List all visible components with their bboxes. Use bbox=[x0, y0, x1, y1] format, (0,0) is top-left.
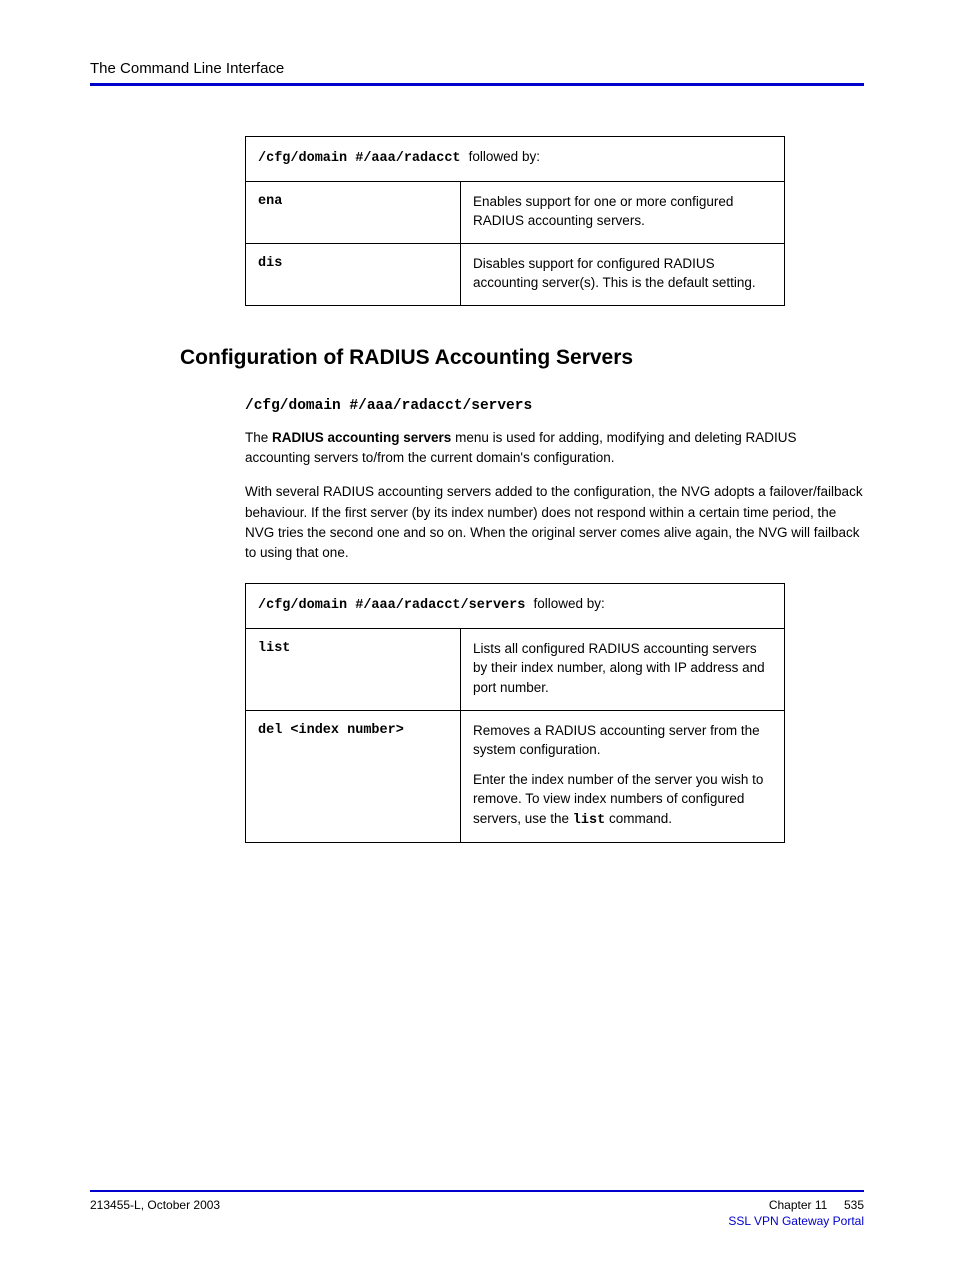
table2-header: /cfg/domain #/aaa/radacct/servers follow… bbox=[246, 584, 785, 629]
cmd-cell: ena bbox=[246, 181, 461, 243]
divider-bottom bbox=[90, 1190, 864, 1192]
main-content: /cfg/domain #/aaa/radacct followed by: e… bbox=[90, 136, 864, 843]
table-row: ena Enables support for one or more conf… bbox=[246, 181, 785, 243]
footer-link[interactable]: SSL VPN Gateway Portal bbox=[728, 1214, 864, 1228]
page-footer: 213455-L, October 2003 Chapter 11 535 SS… bbox=[90, 1190, 864, 1228]
list-inline: list bbox=[573, 813, 605, 828]
footer-right: Chapter 11 535 bbox=[769, 1198, 864, 1212]
table-row: del <index number> Removes a RADIUS acco… bbox=[246, 710, 785, 843]
cmd-cell: list bbox=[246, 628, 461, 710]
cmd-cell: dis bbox=[246, 243, 461, 305]
table2-header-suffix: followed by: bbox=[533, 596, 604, 611]
para1-b: RADIUS accounting servers bbox=[272, 430, 451, 445]
cmd-cell: del <index number> bbox=[246, 710, 461, 843]
table1-header-suffix: followed by: bbox=[469, 149, 540, 164]
para1-a: The bbox=[245, 430, 272, 445]
footer-pageno: 535 bbox=[844, 1198, 864, 1212]
desc-cell: Removes a RADIUS accounting server from … bbox=[461, 710, 785, 843]
table-radacct: /cfg/domain #/aaa/radacct followed by: e… bbox=[245, 136, 785, 306]
divider-top bbox=[90, 83, 864, 86]
desc-cell: Enables support for one or more configur… bbox=[461, 181, 785, 243]
table-row: list Lists all configured RADIUS account… bbox=[246, 628, 785, 710]
table1-header-path: /cfg/domain #/aaa/radacct bbox=[258, 151, 461, 166]
section-para2: With several RADIUS accounting servers a… bbox=[245, 482, 864, 563]
desc-cell: Disables support for configured RADIUS a… bbox=[461, 243, 785, 305]
desc-para-1: Removes a RADIUS accounting server from … bbox=[473, 721, 772, 760]
section-heading: Configuration of RADIUS Accounting Serve… bbox=[180, 346, 864, 370]
table1-header: /cfg/domain #/aaa/radacct followed by: bbox=[246, 137, 785, 182]
desc-cell: Lists all configured RADIUS accounting s… bbox=[461, 628, 785, 710]
footer-left: 213455-L, October 2003 bbox=[90, 1198, 220, 1212]
section-cmd-path: /cfg/domain #/aaa/radacct/servers bbox=[245, 398, 864, 414]
table-servers: /cfg/domain #/aaa/radacct/servers follow… bbox=[245, 583, 785, 843]
running-head: The Command Line Interface bbox=[90, 60, 864, 77]
footer-chapter: Chapter 11 bbox=[769, 1198, 827, 1212]
table-row: dis Disables support for configured RADI… bbox=[246, 243, 785, 305]
section-para1: The RADIUS accounting servers menu is us… bbox=[245, 428, 864, 469]
desc-text-2b: command. bbox=[605, 811, 672, 826]
desc-para-2: Enter the index number of the server you… bbox=[473, 770, 772, 831]
table2-header-path: /cfg/domain #/aaa/radacct/servers bbox=[258, 598, 525, 613]
